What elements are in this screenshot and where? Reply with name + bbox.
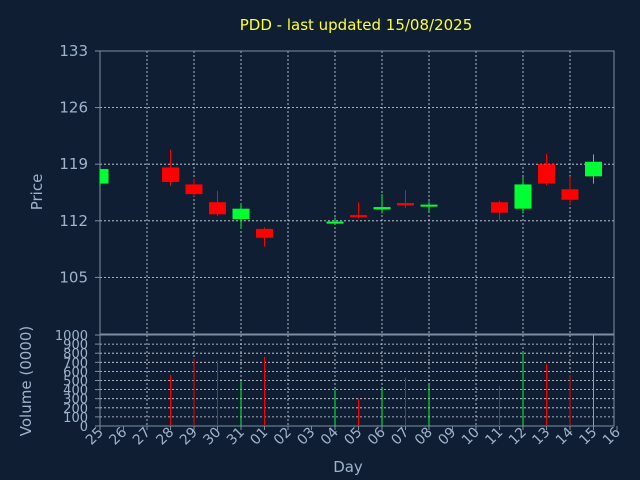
candle-body bbox=[397, 203, 414, 206]
volume-tick-label: 200 bbox=[63, 402, 88, 417]
price-tick-label: 119 bbox=[59, 155, 88, 173]
candle-body bbox=[162, 167, 179, 182]
volume-tick-label: 100 bbox=[63, 411, 88, 426]
candle-body bbox=[100, 169, 109, 184]
candle-body bbox=[232, 208, 250, 220]
volume-bars bbox=[170, 335, 594, 426]
price-plot-frame bbox=[99, 50, 615, 335]
candle-body bbox=[209, 202, 226, 215]
volume-tick-label: 900 bbox=[63, 338, 88, 353]
candle-body bbox=[256, 228, 273, 238]
candle-body bbox=[420, 204, 438, 207]
volume-tick-label: 700 bbox=[63, 356, 88, 371]
price-tick-label: 126 bbox=[59, 99, 88, 117]
price-axis-label: Price bbox=[28, 174, 46, 211]
price-tick-label: 105 bbox=[59, 268, 88, 286]
candle-body bbox=[585, 161, 602, 177]
candle-body bbox=[185, 184, 203, 195]
volume-tick-label: 600 bbox=[63, 365, 88, 380]
volume-tick-label: 500 bbox=[63, 375, 88, 390]
price-panel: 105 112 119 126 133 Price bbox=[28, 42, 615, 335]
price-tick-label: 133 bbox=[59, 42, 88, 60]
volume-tick-label: 300 bbox=[63, 393, 88, 408]
candles bbox=[99, 149, 602, 247]
volume-tick-label: 400 bbox=[63, 384, 88, 399]
volume-tick-label: 0 bbox=[80, 420, 88, 435]
chart-title: PDD - last updated 15/08/2025 bbox=[240, 16, 473, 34]
price-y-ticks: 105 112 119 126 133 bbox=[59, 42, 100, 286]
price-tick-label: 112 bbox=[59, 212, 88, 230]
candle-body bbox=[538, 164, 555, 184]
volume-tick-label: 800 bbox=[63, 347, 88, 362]
volume-tick-label: 1000 bbox=[55, 329, 88, 344]
volume-axis-label: Volume (0000) bbox=[17, 326, 35, 436]
candle-body bbox=[514, 184, 532, 209]
x-ticks: 25 26 27 28 29 30 31 01 02 03 04 05 06 07 08 09 10 11 12 13… bbox=[83, 424, 624, 448]
candle-body bbox=[350, 215, 367, 218]
x-axis-label: Day bbox=[333, 458, 363, 476]
candle-body bbox=[561, 189, 579, 200]
candle-body bbox=[491, 202, 508, 213]
candle-body bbox=[326, 221, 344, 224]
candle-body bbox=[373, 207, 391, 210]
